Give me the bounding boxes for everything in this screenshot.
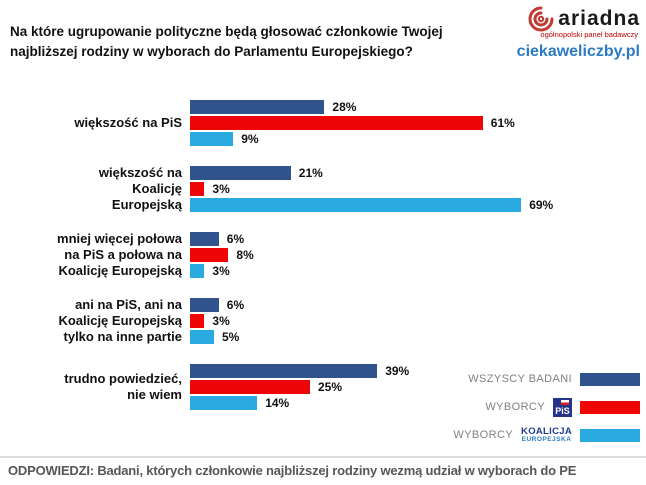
bar-value-label: 21% <box>298 166 323 180</box>
bar-line: 61% <box>190 116 515 130</box>
bar-navy <box>190 232 219 246</box>
brand-site-link: ciekaweliczby.pl <box>516 43 640 60</box>
footer-note: ODPOWIEDZI: Badani, których członkowie n… <box>8 463 577 478</box>
legend-row-all: WSZYSCY BADANI <box>453 369 640 389</box>
bar-red <box>190 182 205 196</box>
legend-swatch-navy <box>580 372 640 386</box>
bar-value-label: 25% <box>318 380 343 394</box>
bar-value-label: 5% <box>222 330 240 344</box>
brand-tagline: ogólnopolski panel badawczy <box>540 30 638 39</box>
bar-value-label: 6% <box>226 298 245 312</box>
chart-group: większość na PiS 28% 61% 9% <box>8 99 638 147</box>
bar-value-label: 3% <box>212 264 230 278</box>
bar-line: 39% <box>190 364 409 378</box>
koalicja-europejska-logo: KOALICJA EUROPEJSKA <box>521 425 572 444</box>
chart-group: ani na PiS, ani na Koalicję Europejską tyl… <box>8 297 638 345</box>
bar-red <box>190 248 229 262</box>
bar-value-label: 6% <box>226 232 245 246</box>
bar-value-label: 8% <box>236 248 254 262</box>
bar-line: 14% <box>190 396 409 410</box>
bar-value-label: 61% <box>490 116 515 130</box>
bar-lightblue <box>190 396 258 410</box>
bar-value-label: 28% <box>332 100 357 114</box>
legend-swatch-lightblue <box>580 428 640 442</box>
bar-line: 5% <box>190 330 244 344</box>
legend-label: WYBORCY <box>485 401 545 413</box>
bar-value-label: 3% <box>212 314 230 328</box>
bar-value-label: 69% <box>529 198 554 212</box>
legend-row-ke: WYBORCY KOALICJA EUROPEJSKA <box>453 425 640 445</box>
legend-swatch-red <box>580 400 640 414</box>
chart-group: trudno powiedzieć, nie wiem 39% 25% 14% <box>8 363 638 411</box>
pis-logo: PiS <box>553 397 572 417</box>
footer-divider <box>0 456 646 458</box>
bar-value-label: 9% <box>241 132 259 146</box>
bar-lightblue <box>190 264 205 278</box>
bar-line: 8% <box>190 248 254 262</box>
ke-logo-line2: EUROPEJSKA <box>521 436 572 443</box>
bar-red <box>190 314 205 328</box>
page-title: Na które ugrupowanie polityczne będą gło… <box>10 24 443 59</box>
bar-line: 6% <box>190 232 254 246</box>
bar-value-label: 3% <box>212 182 230 196</box>
bar-lightblue <box>190 132 234 146</box>
category-label: mniej więcej połowa na PiS a połowa na Koa… <box>57 231 182 278</box>
chart-group: mniej więcej połowa na PiS a połowa na Koa… <box>8 231 638 279</box>
bar-line: 21% <box>190 166 553 180</box>
bar-navy <box>190 166 291 180</box>
ke-logo-line1: KOALICJA <box>521 425 572 437</box>
legend-label: WYBORCY <box>453 429 514 441</box>
bar-line: 3% <box>190 182 553 196</box>
bar-line: 3% <box>190 314 244 328</box>
brand-name: ariadna <box>558 7 640 30</box>
bar-lightblue <box>190 330 214 344</box>
legend-label: WSZYSCY BADANI <box>468 373 572 385</box>
category-label: większość na PiS <box>74 115 182 130</box>
bar-line: 6% <box>190 298 244 312</box>
category-label: większość na Koalicję Europejską <box>98 165 182 212</box>
category-label: ani na PiS, ani na Koalicję Europejską tyl… <box>58 297 182 344</box>
bar-red <box>190 380 310 394</box>
bar-line: 3% <box>190 264 254 278</box>
bar-value-label: 39% <box>385 364 410 378</box>
bar-navy <box>190 364 378 378</box>
bar-chart: większość na PiS 28% 61% 9% większość na Koal… <box>8 99 638 429</box>
chart-legend: WSZYSCY BADANI WYBORCY PiS WYBORCY KOALI… <box>453 369 640 453</box>
bar-value-label: 14% <box>265 396 290 410</box>
spiral-icon <box>528 6 554 32</box>
bar-navy <box>190 298 219 312</box>
bar-line: 9% <box>190 132 515 146</box>
bar-line: 28% <box>190 100 515 114</box>
legend-row-pis: WYBORCY PiS <box>453 397 640 417</box>
bar-line: 25% <box>190 380 409 394</box>
bar-red <box>190 116 483 130</box>
bar-line: 69% <box>190 198 553 212</box>
brand-block: ariadna ogólnopolski panel badawczy ciek… <box>470 6 640 61</box>
bar-navy <box>190 100 325 114</box>
category-label: trudno powiedzieć, nie wiem <box>64 371 182 402</box>
chart-group: większość na Koalicję Europejską 21% 3% 69% <box>8 165 638 213</box>
bar-lightblue <box>190 198 522 212</box>
